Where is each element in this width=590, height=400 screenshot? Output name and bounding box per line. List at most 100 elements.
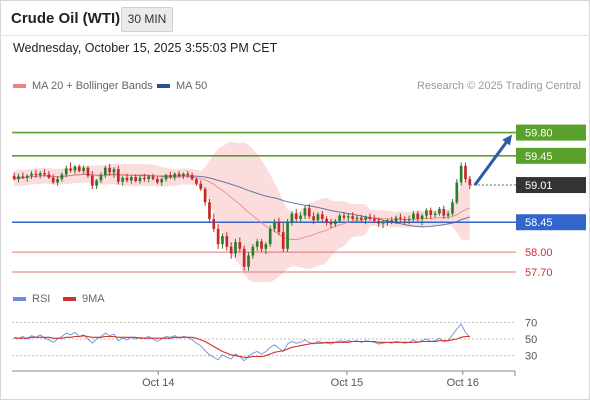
candle-body — [121, 177, 125, 182]
legend-ma20: MA 20 + Bollinger Bands — [13, 80, 153, 92]
level-label-57.70: 57.70 — [525, 267, 553, 279]
x-tick-label-oct-15: Oct 15 — [331, 377, 363, 389]
candle-body — [359, 217, 363, 220]
candle-body — [134, 177, 138, 182]
candle-body — [199, 183, 203, 190]
candle-body — [186, 173, 190, 176]
rsi-swatch — [13, 297, 26, 302]
candle-body — [190, 175, 194, 180]
candle-body — [468, 179, 472, 186]
x-tick-label-oct-16: Oct 16 — [447, 377, 479, 389]
timeframe-button[interactable]: 30 MIN — [121, 7, 173, 32]
candle-body — [346, 216, 350, 218]
candle-body — [312, 216, 315, 221]
level-tag-58.45 — [516, 214, 586, 231]
candle-body — [182, 173, 185, 176]
candle-body — [251, 246, 255, 256]
candle-body — [195, 179, 198, 184]
candle-body — [73, 166, 77, 171]
candle-body — [34, 173, 38, 176]
candle-body — [208, 202, 211, 219]
candle-body — [143, 177, 146, 180]
candle-body — [299, 215, 302, 219]
candle-body — [333, 220, 337, 225]
candle-body — [294, 213, 298, 219]
x-tick-label-oct-14: Oct 14 — [142, 377, 174, 389]
ma20-swatch — [13, 84, 26, 89]
candle-body — [38, 173, 42, 176]
candle-body — [129, 177, 133, 181]
candle-body — [103, 167, 107, 176]
candle-body — [116, 169, 120, 182]
candle-body — [147, 176, 151, 180]
rsi-ma-swatch — [63, 297, 76, 302]
candle-body — [446, 213, 450, 216]
candle-body — [273, 221, 276, 229]
candle-body — [290, 213, 294, 223]
candle-body — [351, 216, 355, 219]
legend-rsi-ma-label: 9MA — [82, 293, 105, 305]
candle-body — [316, 214, 320, 221]
candle-body — [177, 173, 181, 176]
candle-body — [329, 222, 333, 225]
candle-body — [203, 189, 207, 203]
level-tag-59.80 — [516, 124, 586, 141]
candle-body — [25, 175, 29, 178]
timestamp: Wednesday, October 15, 2025 3:55:03 PM C… — [13, 41, 278, 55]
bollinger-band — [14, 141, 470, 282]
candle-body — [464, 165, 467, 180]
candle-body — [56, 179, 59, 183]
candle-body — [442, 208, 446, 216]
legend-rsi-label: RSI — [32, 293, 51, 305]
candle-body — [229, 246, 233, 254]
candle-body — [377, 220, 381, 224]
candle-body — [394, 217, 398, 222]
candle-body — [169, 175, 172, 178]
candle-body — [108, 167, 111, 173]
header-divider — [0, 35, 590, 36]
candle-body — [307, 208, 311, 217]
candle-body — [268, 228, 272, 245]
candle-body — [286, 222, 289, 249]
candle-body — [281, 232, 285, 249]
candle-body — [260, 241, 263, 249]
candle-body — [433, 213, 437, 215]
candle-body — [112, 169, 116, 173]
legend-ma50: MA 50 — [157, 80, 207, 92]
legend-rsi-ma: 9MA — [63, 293, 105, 305]
candle-body — [164, 175, 168, 180]
candle-body — [407, 218, 411, 221]
candle-body — [247, 255, 250, 267]
candle-body — [373, 218, 376, 221]
candle-body — [12, 175, 16, 180]
candle-body — [303, 208, 307, 216]
candle-body — [438, 208, 441, 214]
candle-body — [216, 228, 220, 245]
rsi-tick-30: 30 — [525, 351, 537, 363]
candle-body — [355, 217, 359, 219]
forecast-arrow-head — [502, 134, 512, 146]
rsi-ma-line — [14, 335, 470, 358]
candle-body — [173, 173, 177, 178]
candle-body — [255, 241, 259, 247]
candle-body — [151, 176, 155, 180]
candle-body — [420, 215, 424, 219]
candle-body — [99, 175, 103, 181]
current-price-tag — [516, 177, 586, 194]
legend-ma50-label: MA 50 — [176, 80, 208, 92]
candle-body — [342, 215, 346, 218]
candle-body — [86, 167, 90, 176]
candle-body — [225, 236, 229, 247]
candle-body — [212, 218, 216, 229]
ma20-line — [14, 173, 471, 240]
candle-body — [399, 217, 402, 219]
research-credit: Research © 2025 Trading Central — [416, 80, 581, 92]
candle-body — [338, 215, 341, 221]
candle-body — [82, 167, 85, 172]
candle-body — [455, 182, 459, 203]
candle-body — [429, 210, 433, 215]
candle-body — [242, 248, 246, 267]
candle-body — [156, 179, 159, 183]
candle-body — [412, 213, 415, 219]
